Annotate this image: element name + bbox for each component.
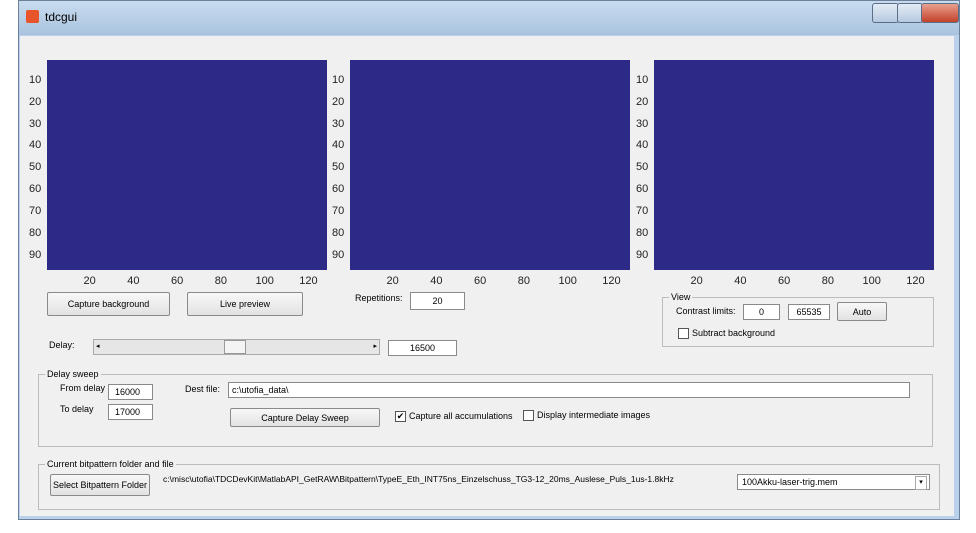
x-tick-label: 100 [255, 275, 274, 287]
maximize-button[interactable] [897, 3, 923, 23]
y-tick-label: 90 [636, 248, 649, 261]
from-delay-input[interactable]: 16000 [108, 384, 153, 400]
capture-delay-sweep-button[interactable]: Capture Delay Sweep [230, 408, 380, 427]
bitpattern-file: 100Akku-laser-trig.mem [742, 477, 838, 487]
slider-thumb[interactable] [224, 340, 246, 354]
y-tick-label: 90 [332, 248, 345, 261]
y-tick-label: 40 [636, 139, 649, 152]
from-delay-label: From delay [60, 383, 106, 393]
y-tick-label: 10 [636, 73, 649, 86]
repetitions-input[interactable]: 20 [410, 292, 465, 310]
repetitions-label: Repetitions: [355, 293, 403, 303]
delay-sweep-title: Delay sweep [45, 369, 101, 379]
display-intermediate-label: Display intermediate images [537, 410, 651, 420]
y-tick-label: 80 [332, 226, 345, 239]
y-tick-label: 50 [332, 161, 345, 174]
x-tick-label: 80 [214, 275, 228, 287]
x-tick-label: 60 [778, 275, 791, 287]
display-intermediate-checkbox[interactable] [523, 410, 534, 421]
x-tick-label: 20 [386, 275, 399, 287]
contrast-min-input[interactable]: 0 [743, 304, 780, 320]
subtract-background-checkbox[interactable] [678, 328, 689, 339]
y-tick-label: 80 [29, 226, 42, 239]
y-tick-label: 30 [636, 117, 649, 130]
y-tick-label: 30 [29, 117, 42, 130]
to-delay-input[interactable]: 17000 [108, 404, 153, 420]
capture-all-checkbox[interactable]: ✔ [395, 411, 406, 422]
x-tick-label: 40 [734, 275, 747, 287]
bitpattern-title: Current bitpattern folder and file [45, 459, 176, 469]
bitpattern-file-dropdown[interactable]: 100Akku-laser-trig.mem ▾ [737, 474, 930, 490]
view-title: View [669, 292, 693, 302]
x-tick-label: 60 [474, 275, 487, 287]
bitpattern-group: Current bitpattern folder and file [38, 459, 940, 510]
y-tick-label: 50 [636, 161, 649, 174]
x-tick-label: 100 [558, 275, 577, 287]
y-tick-label: 80 [636, 226, 649, 239]
x-tick-label: 20 [83, 275, 96, 287]
y-tick-label: 90 [29, 248, 42, 261]
dest-file-input[interactable]: c:\utofia_data\ [228, 382, 910, 398]
y-tick-label: 70 [29, 205, 42, 218]
x-tick-label: 120 [906, 275, 925, 287]
x-tick-label: 100 [862, 275, 881, 287]
delay-input[interactable]: 16500 [388, 340, 457, 356]
x-tick-label: 80 [821, 275, 835, 287]
y-tick-label: 40 [332, 139, 345, 152]
x-tick-label: 120 [299, 275, 318, 287]
title-bar: tdcgui [19, 1, 959, 35]
y-tick-label: 40 [29, 139, 42, 152]
y-tick-label: 30 [332, 117, 345, 130]
y-tick-label: 50 [29, 161, 42, 174]
view-group: View [662, 292, 934, 347]
slider-right-arrow[interactable]: ▸ [373, 343, 377, 350]
y-tick-label: 70 [636, 205, 649, 218]
x-tick-label: 20 [690, 275, 703, 287]
x-tick-label: 80 [517, 275, 531, 287]
select-bitpattern-button[interactable]: Select Bitpattern Folder [50, 474, 150, 496]
live-preview-button[interactable]: Live preview [187, 292, 303, 316]
contrast-label: Contrast limits: [676, 306, 736, 316]
capture-background-button[interactable]: Capture background [47, 292, 170, 316]
y-tick-label: 10 [29, 73, 42, 86]
y-tick-label: 20 [636, 95, 649, 108]
y-tick-label: 20 [29, 95, 42, 108]
delay-sweep-group: Delay sweep [38, 369, 933, 447]
delay-label: Delay: [49, 340, 75, 350]
image-axes [654, 60, 934, 270]
image-axes [350, 60, 630, 270]
subtract-background-label: Subtract background [692, 328, 776, 338]
slider-left-arrow[interactable]: ◂ [96, 343, 100, 350]
bitpattern-path: c:\misc\utofia\TDCDevKit\MatlabAPI_GetRA… [163, 474, 674, 484]
x-tick-label: 40 [430, 275, 443, 287]
capture-all-label: Capture all accumulations [409, 411, 513, 421]
y-tick-label: 10 [332, 73, 345, 86]
contrast-max-input[interactable]: 65535 [788, 304, 830, 320]
x-tick-label: 40 [127, 275, 140, 287]
app-icon [26, 10, 39, 23]
close-button[interactable] [921, 3, 959, 23]
window-title: tdcgui [45, 10, 78, 24]
y-tick-label: 60 [29, 183, 42, 196]
y-tick-label: 20 [332, 95, 345, 108]
x-tick-label: 120 [602, 275, 621, 287]
y-tick-label: 60 [332, 183, 345, 196]
delay-slider[interactable]: ◂ ▸ [93, 339, 380, 355]
auto-button[interactable]: Auto [837, 302, 887, 321]
minimize-button[interactable] [872, 3, 899, 23]
y-tick-label: 60 [636, 183, 649, 196]
x-tick-label: 60 [171, 275, 184, 287]
to-delay-label: To delay [60, 404, 94, 414]
dest-file-label: Dest file: [185, 384, 221, 394]
y-tick-label: 70 [332, 205, 345, 218]
dropdown-arrow[interactable]: ▾ [915, 476, 927, 490]
image-axes [47, 60, 327, 270]
